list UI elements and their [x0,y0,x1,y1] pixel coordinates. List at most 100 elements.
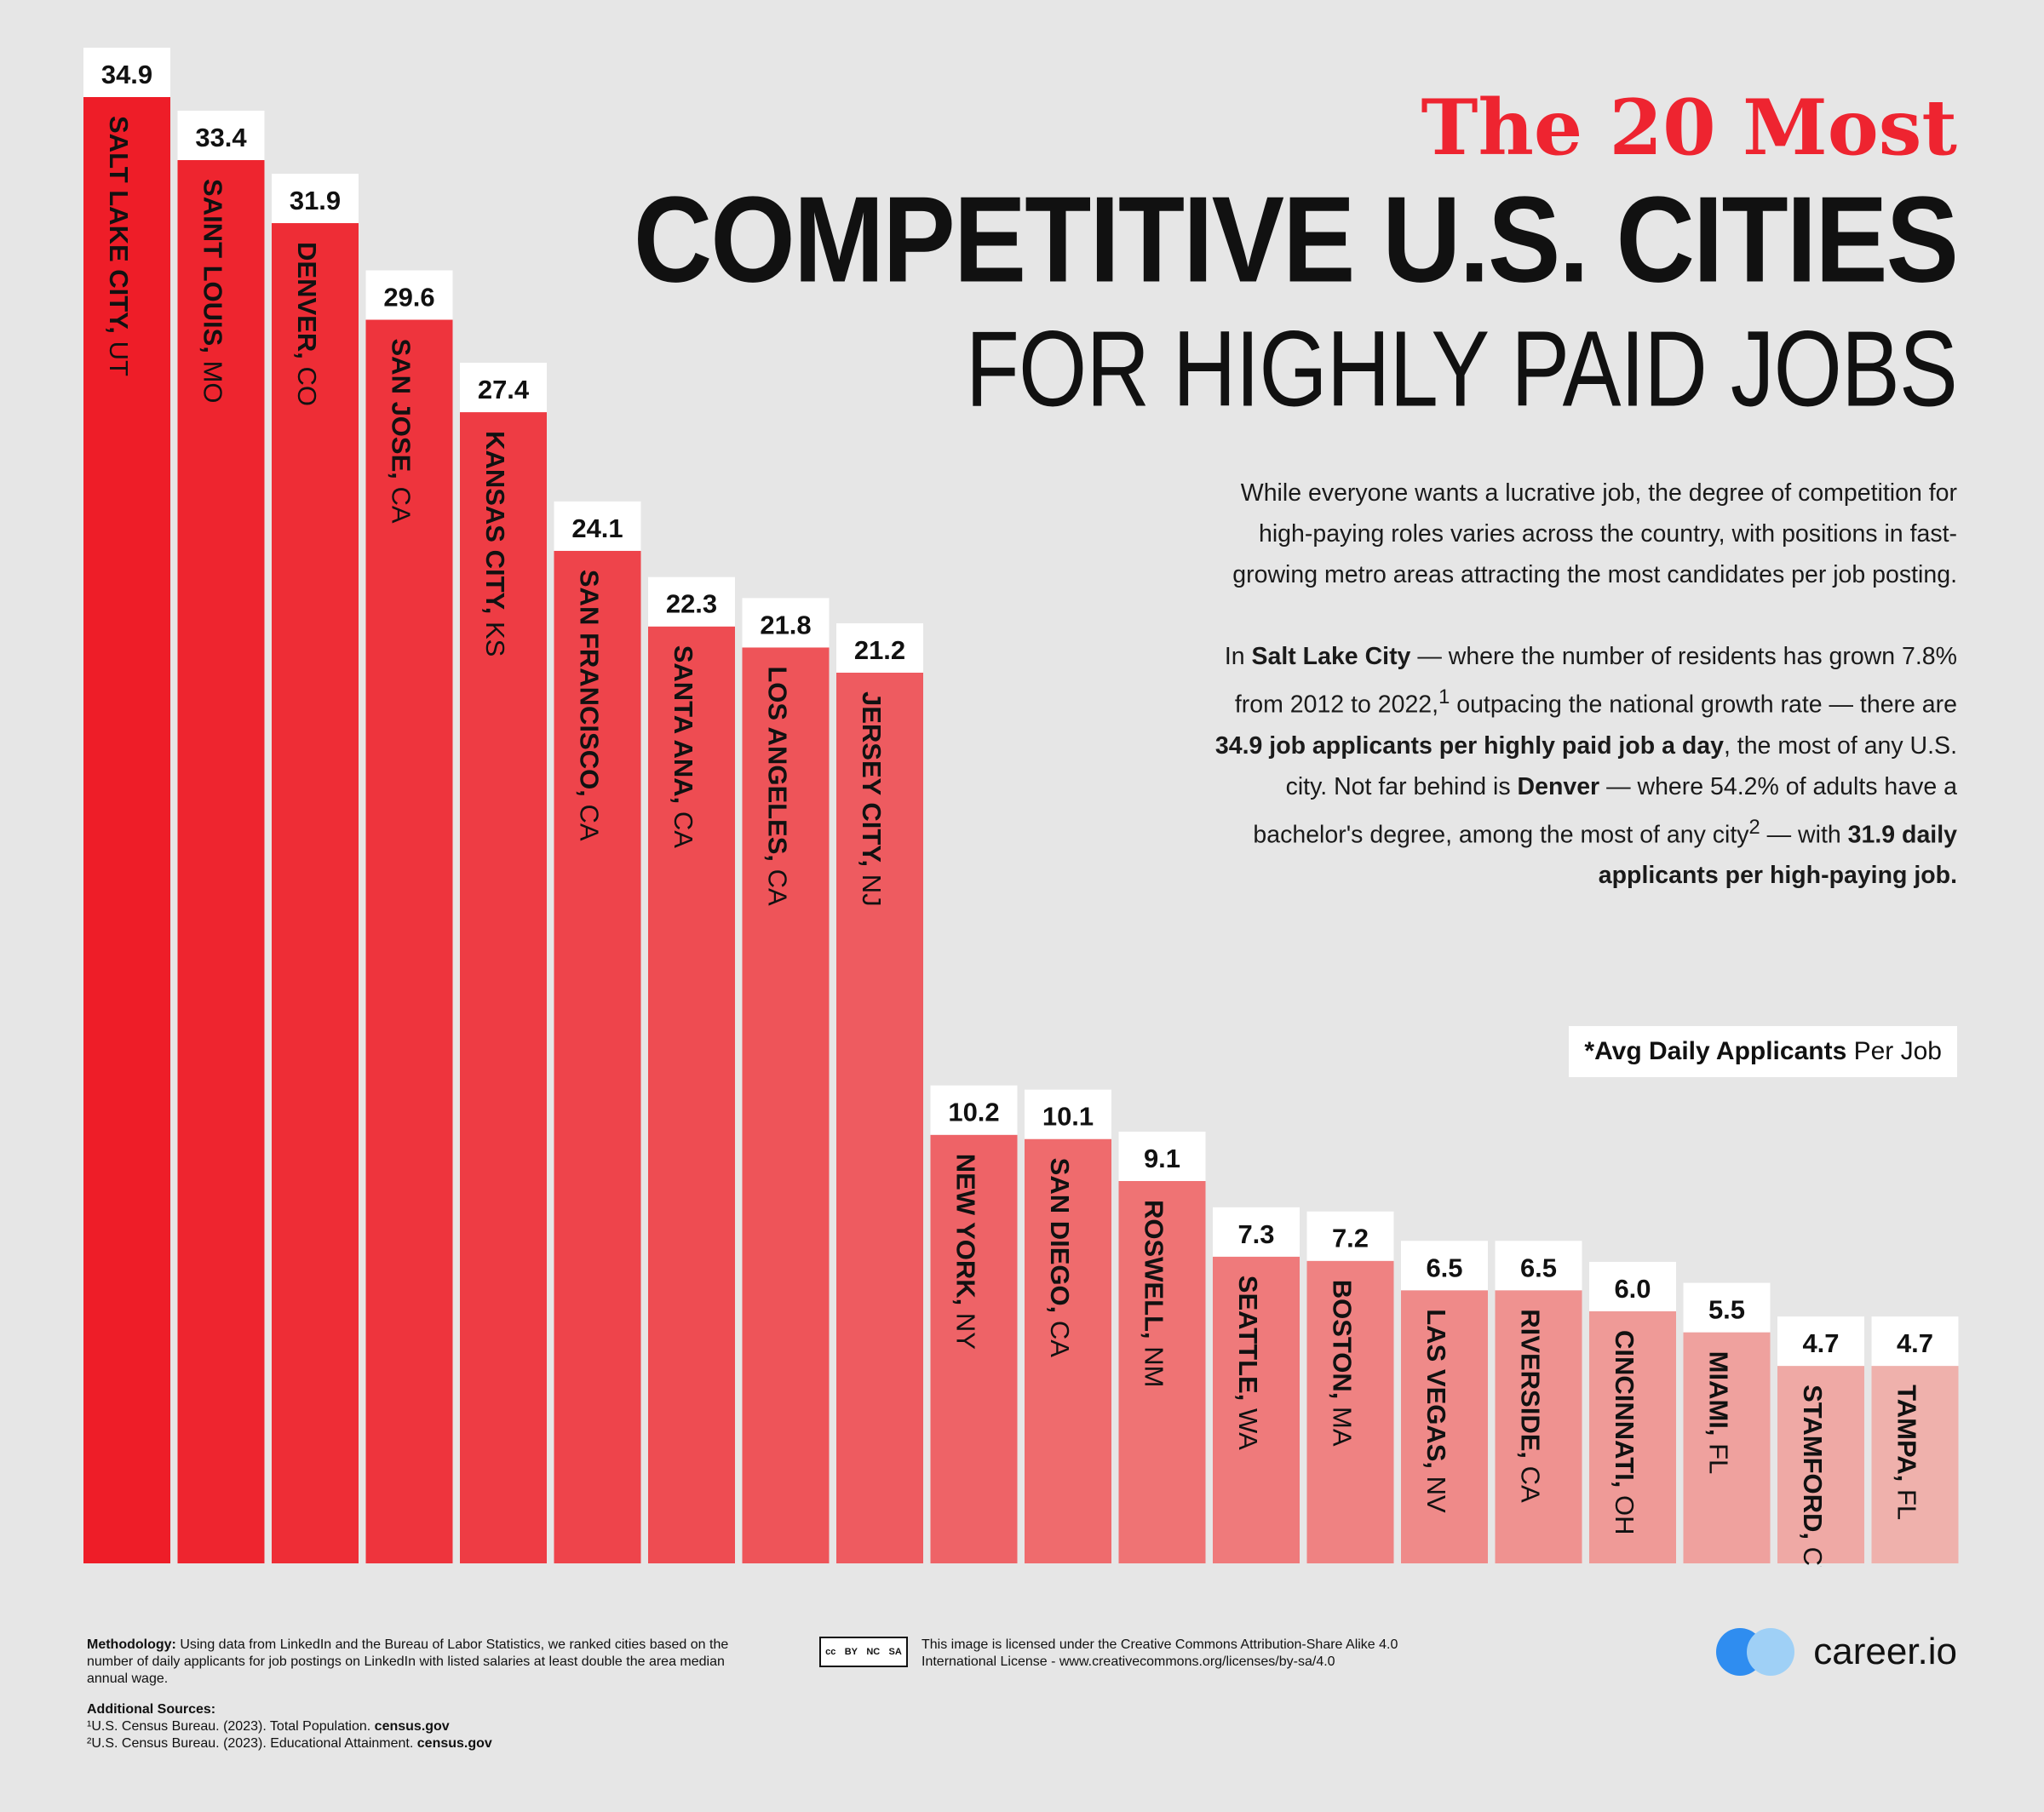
category-label: LAS VEGAS, NV [1421,1309,1451,1513]
value-label-box [1025,1089,1111,1139]
value-label: 22.3 [666,589,717,619]
footer-notes: Methodology: Using data from LinkedIn an… [87,1637,734,1752]
value-label: 31.9 [290,186,341,215]
category-city: LOS ANGELES, [762,666,792,869]
bar [365,319,453,1563]
legend-rest: Per Job [1846,1037,1942,1065]
value-label: 34.9 [101,60,152,89]
category-city: ROSWELL, [1139,1200,1168,1346]
value-label-box [1589,1261,1676,1311]
category-state: CA [1515,1466,1545,1503]
category-label: RIVERSIDE, CA [1515,1309,1545,1503]
category-label: TAMPA, FL [1892,1385,1921,1520]
category-city: STAMFORD, [1798,1385,1828,1547]
value-label-box [177,111,265,161]
category-city: TAMPA, [1892,1385,1921,1489]
category-label: STAMFORD, CT [1798,1385,1828,1567]
cc-license-icon: cc BY NC SA [819,1637,908,1667]
methodology: Methodology: Using data from LinkedIn an… [87,1637,729,1686]
category-label: SAN FRANCISCO, CA [574,570,604,841]
category-city: CINCINNATI, [1610,1330,1639,1495]
value-label-box [836,622,923,673]
category-state: NV [1421,1477,1451,1513]
category-label: SANTA ANA, CA [669,645,698,849]
value-label-box [930,1085,1018,1135]
bar [177,160,265,1563]
category-label: CINCINNATI, OH [1610,1330,1639,1535]
category-label: LOS ANGELES, CA [762,666,792,906]
value-label: 10.1 [1042,1102,1094,1132]
category-label: SAN DIEGO, CA [1045,1158,1075,1358]
value-label-box [365,270,453,320]
category-city: SANTA ANA, [669,645,698,811]
category-city: RIVERSIDE, [1515,1309,1545,1465]
bar [272,223,359,1563]
category-state: CA [1045,1321,1075,1357]
bar [1683,1332,1771,1563]
bar [836,672,923,1563]
category-state: CA [762,869,792,906]
bar-chart: 34.9 SALT LAKE CITY, UT 33.4 SAINT LOUIS, M… [83,48,1959,1567]
value-label: 21.8 [760,610,811,639]
category-label: SALT LAKE CITY, UT [104,116,134,376]
category-city: SEATTLE, [1233,1276,1263,1408]
category-state: CT [1798,1547,1828,1567]
category-state: OH [1610,1495,1639,1535]
category-city: KANSAS CITY, [480,431,510,622]
sources: Additional Sources: ¹U.S. Census Bureau.… [87,1702,492,1751]
category-label: NEW YORK, NY [950,1154,980,1350]
value-label: 6.5 [1426,1253,1462,1282]
value-label-box [648,576,735,627]
title-line-3: FOR HIGHLY PAID JOBS [965,308,1958,429]
bar [1401,1290,1488,1563]
category-state: MA [1327,1407,1357,1447]
value-label-box [1777,1316,1864,1367]
category-city: JERSEY CITY, [857,691,887,874]
bar [742,647,830,1564]
category-state: FL [1703,1443,1733,1474]
category-state: KS [480,622,510,657]
license-text: This image is licensed under the Creativ… [922,1637,1398,1669]
value-label: 9.1 [1144,1144,1180,1173]
value-label-box [1118,1131,1206,1181]
logo-mark-icon [1716,1628,1798,1676]
value-label: 21.2 [854,635,905,665]
category-city: SAN DIEGO, [1045,1158,1075,1321]
bar [1118,1180,1206,1563]
value-label-box [1306,1211,1394,1261]
bar [930,1134,1018,1563]
category-label: SAINT LOUIS, MO [198,179,227,404]
value-label: 27.4 [478,375,530,404]
value-label: 7.2 [1332,1224,1369,1253]
category-state: WA [1233,1408,1263,1450]
value-label: 6.5 [1520,1253,1557,1282]
value-label-box [742,598,830,648]
value-label: 4.7 [1802,1328,1839,1358]
category-label: JERSEY CITY, NJ [857,691,887,907]
category-state: NM [1139,1346,1168,1387]
category-label: SEATTLE, WA [1233,1276,1263,1450]
value-label-box [554,501,641,551]
value-label-box [83,48,170,97]
legend-bold: *Avg Daily Applicants [1584,1037,1847,1065]
category-state: CO [292,366,322,406]
category-city: LAS VEGAS, [1421,1309,1451,1476]
value-label: 4.7 [1897,1328,1933,1358]
value-label-box [1213,1207,1300,1257]
value-label: 6.0 [1614,1274,1651,1304]
category-city: SAINT LOUIS, [198,179,227,361]
bar [83,97,170,1563]
value-label-box [1495,1241,1582,1291]
category-city: SALT LAKE CITY, [104,116,134,341]
license-block: cc BY NC SA This image is licensed under th… [819,1637,1450,1671]
value-label-box [460,363,547,413]
category-label: MIAMI, FL [1703,1351,1733,1475]
bar [554,550,641,1563]
bar [1871,1366,1959,1563]
category-label: KANSAS CITY, KS [480,431,510,657]
value-label: 5.5 [1708,1295,1745,1325]
intro-paragraph-2: In Salt Lake City — where the number of … [1214,643,1957,889]
bar [1495,1290,1582,1563]
legend-box: *Avg Daily Applicants Per Job [1569,1026,1957,1077]
bar [1213,1256,1300,1563]
